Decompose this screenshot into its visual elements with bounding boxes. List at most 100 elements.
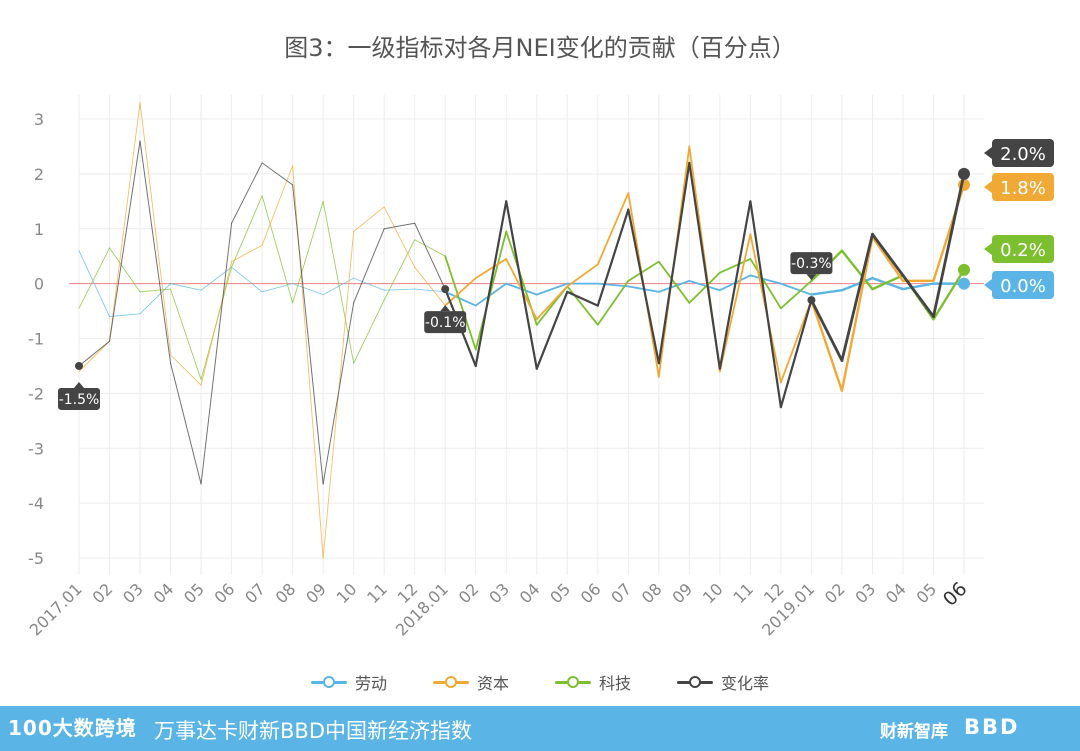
legend-label-labor: 劳动 [354, 674, 387, 693]
x-tick-label: 06 [939, 578, 972, 611]
end-label-pointer [984, 181, 992, 193]
y-tick-label: 0 [34, 275, 44, 294]
callout-label: -0.3% [791, 256, 832, 272]
chart-title: 图3：一级指标对各月NEI变化的贡献（百分点） [284, 34, 796, 62]
series-segment [871, 235, 905, 283]
x-tick-label: 06 [577, 579, 605, 607]
x-tick-label: 08 [638, 579, 666, 607]
x-tick-label: 07 [607, 579, 635, 607]
legend: 劳动 资本 科技 变化率 [0, 670, 1080, 694]
end-label-box [992, 235, 1054, 263]
callout-point [441, 285, 450, 294]
series-segment [596, 192, 630, 266]
series-segment [170, 354, 202, 386]
series-segment [535, 282, 569, 296]
series-segment [566, 285, 599, 326]
series-segment [871, 274, 905, 291]
series-segment [840, 249, 874, 291]
end-label-pointer [984, 279, 992, 291]
series-segment [322, 302, 355, 485]
series-segment [78, 340, 110, 372]
series-segment [596, 208, 630, 307]
series-segment [840, 276, 874, 292]
series-segment [261, 162, 294, 186]
callout-label: -1.5% [59, 392, 100, 408]
series-segment [78, 247, 110, 309]
callout-pointer [74, 381, 84, 388]
series-segment [474, 282, 508, 307]
series-segment [383, 239, 416, 301]
series-segment [871, 276, 905, 291]
end-label-pointer [984, 243, 992, 255]
legend-swatch-labor [310, 675, 347, 689]
series-endpoint [958, 277, 970, 290]
legend-label-capital: 资本 [476, 674, 509, 693]
y-tick-label: -4 [28, 494, 44, 513]
series-segment [840, 235, 874, 392]
callout-pointer [440, 305, 451, 312]
series-segment [200, 261, 233, 386]
series-segment [414, 288, 446, 293]
callout-pointer [806, 274, 817, 281]
series-segment [566, 290, 599, 307]
series-segment [109, 247, 141, 293]
series-segment [200, 222, 233, 485]
legend-item-labor[interactable]: 劳动 [310, 670, 387, 694]
series-segment [749, 200, 782, 409]
end-label-box [992, 173, 1054, 201]
callout-box [790, 252, 833, 275]
series-segment [779, 279, 813, 310]
series-segment [414, 239, 446, 257]
series-segment [292, 165, 324, 559]
series-segment [353, 206, 385, 232]
x-tick-label: 04 [516, 579, 544, 607]
series-segment [414, 266, 446, 307]
series-segment [932, 268, 966, 321]
x-tick-label: 04 [150, 579, 178, 607]
callout-box [424, 311, 467, 334]
legend-item-tech[interactable]: 科技 [555, 670, 631, 694]
x-tick-label: 03 [485, 579, 513, 607]
series-segment [78, 250, 110, 317]
x-tick-label: 02 [89, 579, 117, 607]
series-segment [779, 299, 813, 384]
series-segment [566, 263, 599, 288]
y-tick-label: 3 [34, 110, 44, 129]
series-segment [505, 200, 538, 370]
end-label-pointer [984, 147, 992, 159]
series-segment [657, 260, 691, 304]
series-segment [109, 102, 141, 342]
series-segment [688, 271, 721, 304]
legend-item-capital[interactable]: 资本 [432, 670, 509, 694]
y-axis-ticks: 3 2 1 0 -1 -2 -3 -4 -5 [28, 110, 44, 568]
callout-point [75, 361, 83, 370]
series-segment [231, 266, 263, 293]
series-segment [414, 222, 446, 290]
series-segment [871, 232, 905, 277]
series-segment [292, 200, 324, 304]
series-segment [78, 340, 111, 367]
y-tick-label: 1 [34, 220, 44, 239]
series-segment [749, 258, 782, 310]
y-tick-label: -5 [28, 549, 44, 568]
series-segment [810, 298, 844, 392]
footer-logo: 100大数跨境 [8, 716, 137, 740]
legend-label-tech: 科技 [599, 674, 632, 693]
callout-box [58, 387, 100, 410]
x-tick-label: 2017.01 [26, 579, 86, 639]
x-tick-label: 09 [668, 579, 696, 607]
series-segment [810, 298, 844, 362]
footer-tagline: 万事达卡财新BBD中国新经济指数 [154, 719, 472, 743]
legend-item-change-rate[interactable]: 变化率 [677, 670, 769, 694]
series-segment [322, 277, 355, 296]
series-endpoint [958, 263, 970, 276]
series-segment [718, 200, 752, 370]
series-segment [353, 228, 385, 304]
x-tick-label: 02 [821, 579, 849, 607]
series-segment [779, 282, 813, 296]
series-segment [109, 140, 141, 342]
x-tick-label: 06 [211, 579, 239, 607]
series-segment [810, 289, 844, 296]
